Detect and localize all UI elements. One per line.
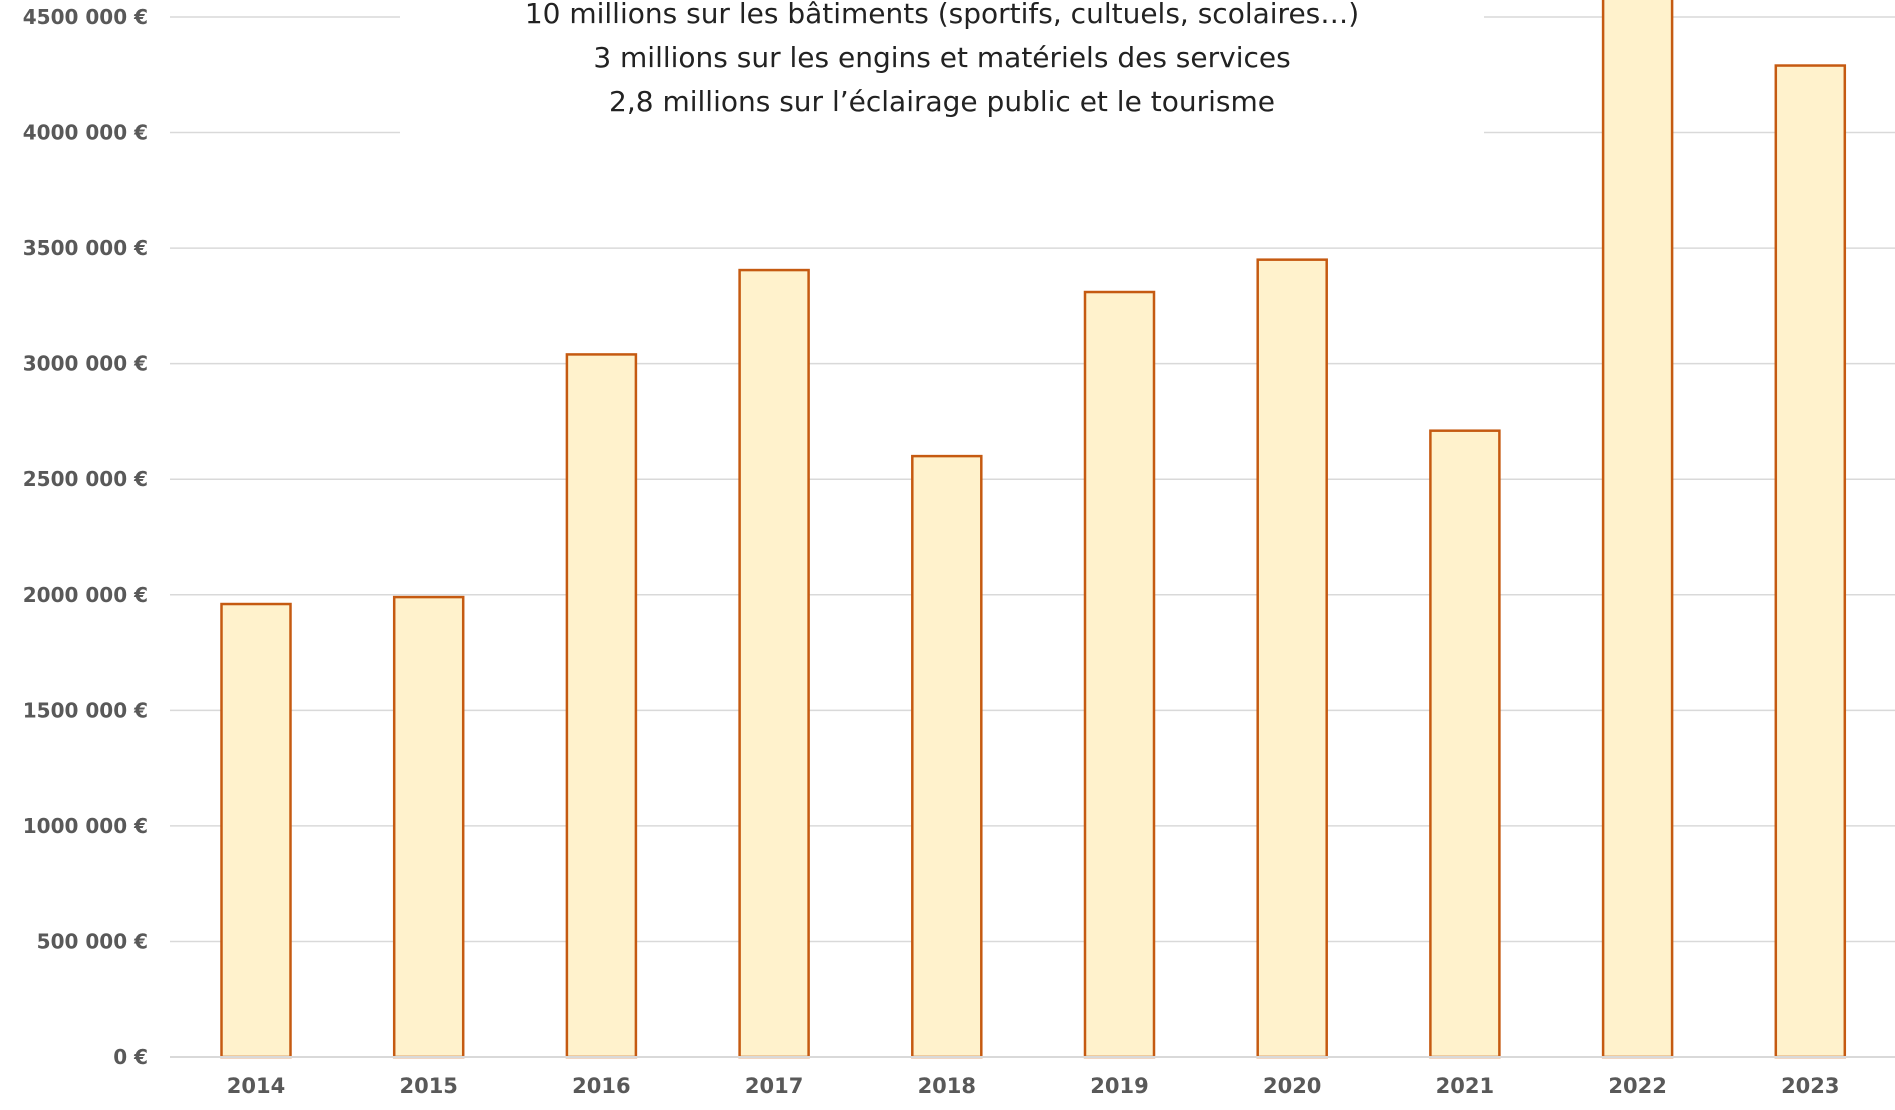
annotation-line-2: 3 millions sur les engins et matériels d… bbox=[593, 41, 1291, 74]
x-tick-label: 2020 bbox=[1263, 1074, 1321, 1098]
bar-2017 bbox=[738, 268, 810, 1059]
y-tick-label: 3500 000 € bbox=[23, 236, 148, 260]
annotation-box: 10 millions sur les bâtiments (sportifs,… bbox=[400, 0, 1484, 185]
x-tick-label: 2016 bbox=[572, 1074, 630, 1098]
x-tick-label: 2019 bbox=[1090, 1074, 1148, 1098]
bar-2019 bbox=[1083, 290, 1156, 1059]
bar-2020 bbox=[1256, 258, 1328, 1059]
x-tick-label: 2015 bbox=[399, 1074, 457, 1098]
y-axis-tick-labels: 0 € 500 000 € 1000 000 € 1500 000 € 2000 000… bbox=[23, 5, 148, 1069]
bar-2016 bbox=[565, 353, 638, 1059]
x-tick-label: 2022 bbox=[1608, 1074, 1666, 1098]
annotation-line-1: 10 millions sur les bâtiments (sportifs,… bbox=[524, 0, 1360, 30]
x-tick-label: 2014 bbox=[227, 1074, 285, 1098]
bar-2022 bbox=[1601, 0, 1674, 1059]
y-tick-label: 4500 000 € bbox=[23, 5, 148, 29]
x-tick-label: 2023 bbox=[1781, 1074, 1839, 1098]
x-tick-label: 2017 bbox=[745, 1074, 803, 1098]
y-tick-label: 4000 000 € bbox=[23, 121, 148, 145]
y-tick-label: 500 000 € bbox=[37, 929, 148, 953]
annotation-line-3: 2,8 millions sur l’éclairage public et l… bbox=[609, 85, 1275, 118]
y-tick-label: 1000 000 € bbox=[23, 814, 148, 838]
bar-2023 bbox=[1774, 64, 1847, 1059]
x-tick-label: 2021 bbox=[1436, 1074, 1494, 1098]
y-tick-label: 2500 000 € bbox=[23, 467, 148, 491]
y-tick-label: 3000 000 € bbox=[23, 352, 148, 376]
y-tick-label: 1500 000 € bbox=[23, 698, 148, 722]
bar-2018 bbox=[911, 454, 983, 1059]
bar-2015 bbox=[392, 595, 465, 1059]
y-tick-label: 2000 000 € bbox=[23, 583, 148, 607]
bar-2021 bbox=[1429, 429, 1501, 1059]
bar-2014 bbox=[220, 602, 292, 1059]
bars bbox=[220, 0, 1847, 1059]
x-tick-label: 2018 bbox=[918, 1074, 976, 1098]
y-tick-label: 0 € bbox=[113, 1045, 148, 1069]
x-axis-tick-labels: 2014 2015 2016 2017 2018 2019 2020 2021 2022 2023 bbox=[227, 1074, 1840, 1098]
